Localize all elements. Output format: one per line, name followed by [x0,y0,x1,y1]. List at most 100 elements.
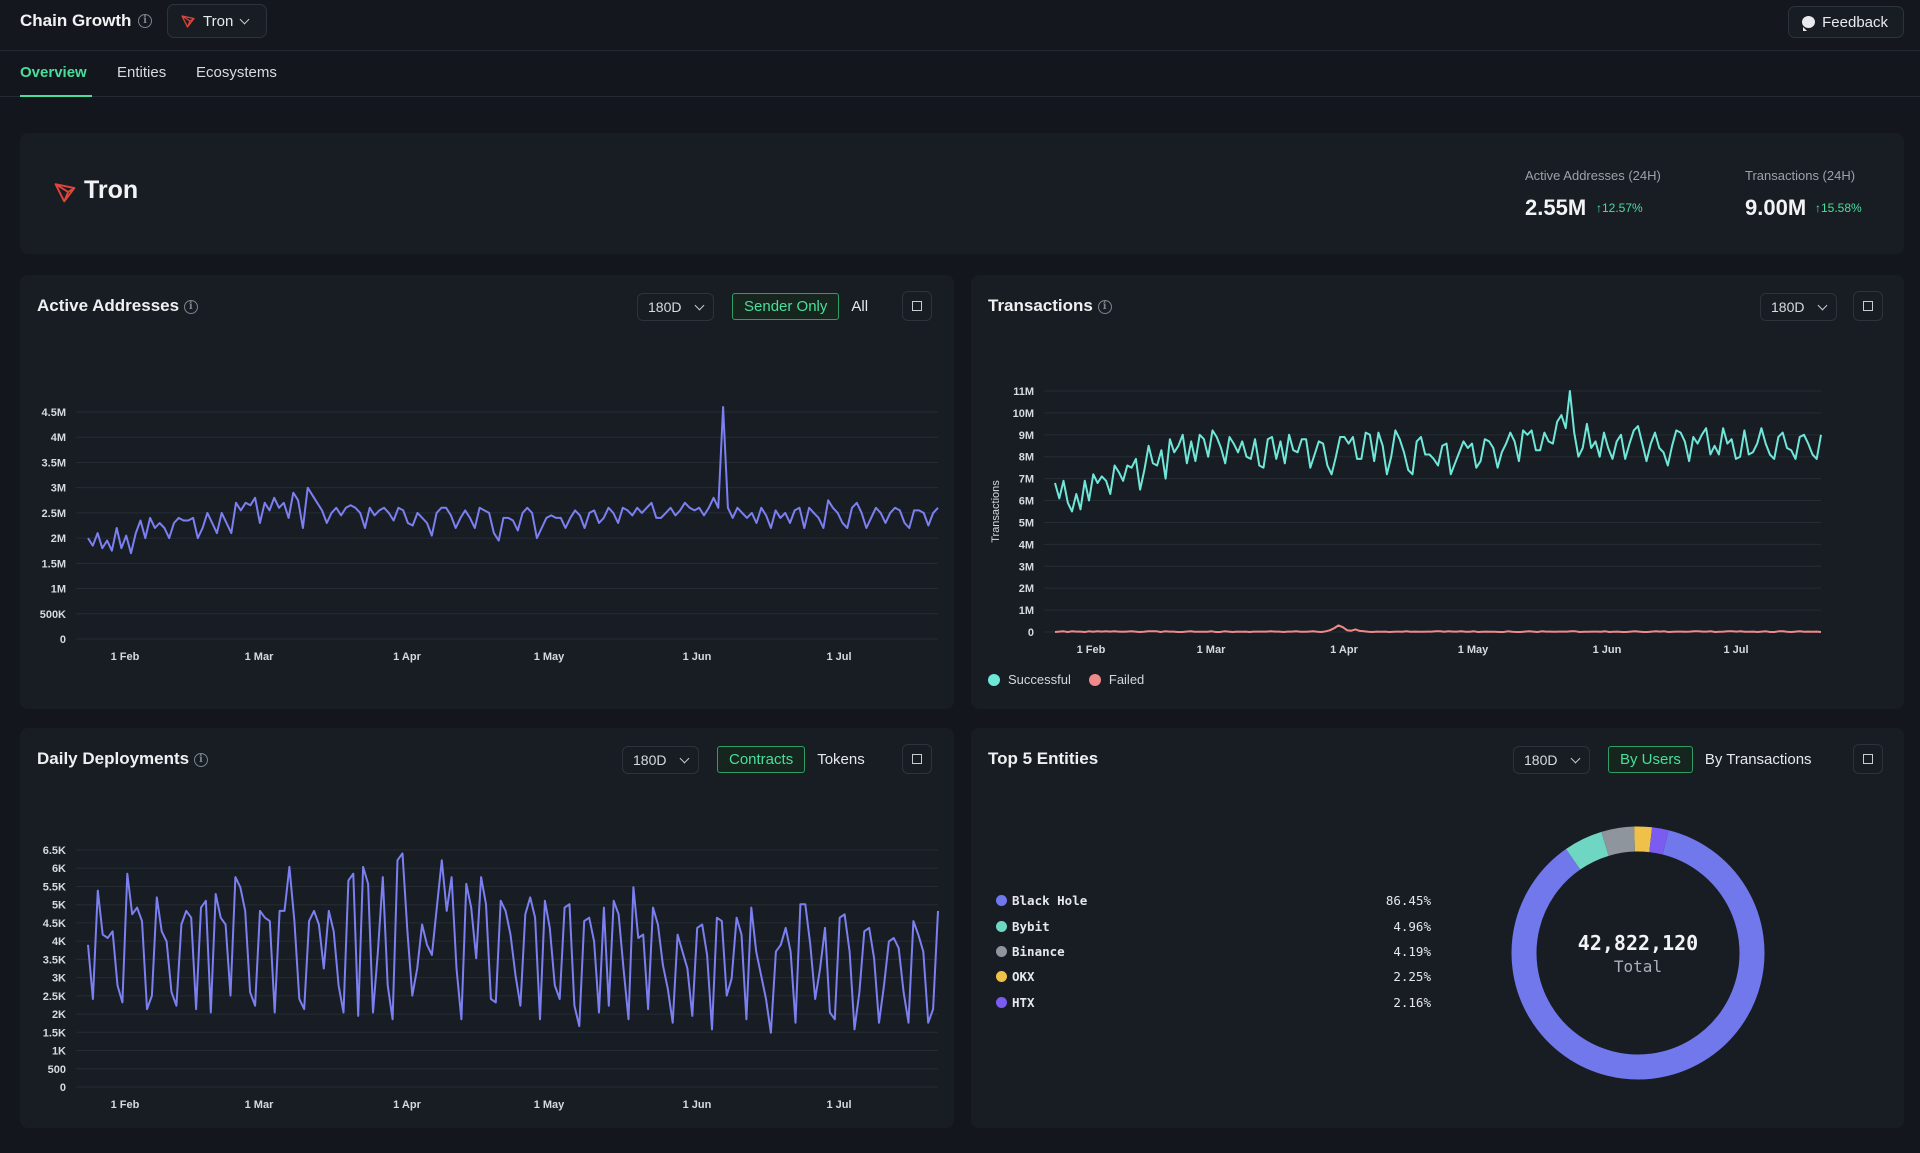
chain-selector[interactable]: Tron [167,4,267,38]
range-select[interactable]: 180D [1513,746,1590,774]
range-select-label: 180D [633,752,667,768]
x-tick-label: 1 Jul [826,1099,851,1111]
y-tick-label: 11M [1013,386,1034,398]
tron-logo-icon [54,183,76,203]
range-select[interactable]: 180D [622,746,699,774]
y-tick-label: 1.5K [43,1027,66,1039]
y-tick-label: 0 [60,1082,66,1094]
y-tick-label: 5M [1019,517,1034,529]
x-tick-label: 1 May [1458,644,1489,656]
top-bar: Chain Growth i Tron Feedback [0,0,1920,51]
page-title: Chain Growth [20,11,132,30]
entity-metric-toggle: By Users By Transactions [1608,746,1824,773]
entity-list: Black Hole 86.45% Bybit 4.96% Binance 4.19%… [996,888,1431,1015]
tab-overview[interactable]: Overview [20,64,87,81]
deployment-type-toggle: Contracts Tokens [717,746,877,773]
y-tick-label: 1.5M [42,558,66,570]
tron-icon [181,15,195,28]
x-tick-label: 1 Apr [1330,644,1358,656]
info-icon[interactable]: i [193,752,208,767]
chevron-down-icon [1570,753,1581,763]
list-item[interactable]: OKX 2.25% [996,964,1431,989]
x-tick-label: 1 Mar [245,651,274,663]
expand-icon[interactable] [902,291,932,321]
entities-donut-chart [1511,826,1765,1080]
y-axis-label: Transactions [990,480,1002,543]
info-icon[interactable]: i [1097,299,1112,314]
chart-legend: Successful Failed [988,672,1144,687]
y-tick-label: 4M [51,432,66,444]
range-select[interactable]: 180D [1760,293,1837,321]
card-title-text: Daily Deployments [37,749,190,768]
legend-dot [996,895,1007,907]
y-tick-label: 1M [51,584,66,596]
chevron-down-icon [239,14,250,24]
y-tick-label: 6.5K [43,845,66,857]
legend-label: Failed [1108,672,1145,687]
list-item[interactable]: Bybit 4.96% [996,913,1431,938]
legend-item-successful[interactable]: Successful [988,672,1071,687]
info-icon[interactable]: i [138,14,152,28]
toggle-contracts[interactable]: Contracts [717,746,806,773]
x-tick-label: 1 Mar [245,1099,274,1111]
toggle-by-transactions[interactable]: By Transactions [1704,751,1812,768]
chain-name: Tron [84,176,139,204]
y-tick-label: 2M [1019,583,1034,595]
active-addresses-card: Active Addresses i 180D Sender Only All … [20,275,954,709]
y-tick-label: 9M [1019,430,1034,442]
card-title-text: Transactions [988,296,1093,315]
kpi-change-value: 12.57% [1602,201,1643,215]
entity-share: 2.25% [1393,969,1431,985]
top-entities-card: Top 5 Entities 180D By Users By Transact… [971,728,1904,1128]
x-tick-label: 1 Apr [393,1099,421,1111]
entity-share: 2.16% [1393,994,1431,1010]
info-icon[interactable]: i [183,299,198,314]
transactions-card: Transactions i 180D 0 1M 2M 3M 4M 5M 6M 7M 8M 9M 1… [971,275,1904,709]
entity-name: HTX [1012,994,1035,1010]
legend-dot [988,673,1000,686]
series-line [87,852,939,1034]
toggle-all[interactable]: All [851,298,869,315]
toggle-by-users[interactable]: By Users [1608,746,1693,773]
y-tick-label: 5.5K [43,881,66,893]
card-title: Top 5 Entities [988,749,1099,768]
donut-slice [1511,826,1765,1080]
series-line [1054,624,1822,633]
tab-entities[interactable]: Entities [117,64,167,81]
y-tick-label: 3M [51,483,66,495]
chat-icon [1802,16,1816,31]
feedback-button[interactable]: Feedback [1788,6,1904,38]
y-tick-label: 2.5K [43,991,66,1003]
legend-item-failed[interactable]: Failed [1088,672,1145,687]
kpi-change-value: 15.58% [1821,201,1862,215]
tab-bar: Overview Entities Ecosystems [0,52,1920,97]
x-tick-label: 1 Jun [1593,644,1622,656]
toggle-tokens[interactable]: Tokens [817,751,865,768]
x-tick-label: 1 May [534,1099,565,1111]
tab-ecosystems[interactable]: Ecosystems [196,64,277,81]
donut-total-label: Total [1613,957,1663,976]
y-tick-label: 1K [52,1046,66,1058]
entity-share: 86.45% [1385,893,1431,909]
range-select[interactable]: 180D [637,293,714,321]
list-item[interactable]: Binance 4.19% [996,939,1431,964]
expand-icon[interactable] [1853,744,1883,774]
entity-share: 4.19% [1393,943,1431,959]
kpi-change: ↑15.58% [1815,201,1862,215]
list-item[interactable]: Black Hole 86.45% [996,888,1431,913]
expand-icon[interactable] [1853,291,1883,321]
legend-dot [1088,673,1101,686]
y-tick-label: 500 [48,1064,66,1076]
card-title: Transactions i [988,296,1112,316]
entity-name: Black Hole [1012,893,1088,909]
y-tick-label: 0 [1028,627,1034,639]
list-item[interactable]: HTX 2.16% [996,990,1431,1015]
y-tick-label: 500K [40,609,66,621]
y-tick-label: 7M [1019,474,1034,486]
legend-label: Successful [1008,672,1071,687]
expand-icon[interactable] [902,744,932,774]
toggle-sender-only[interactable]: Sender Only [732,293,840,320]
range-select-label: 180D [1771,299,1805,315]
arrow-up-icon: ↑ [1596,201,1602,215]
y-tick-label: 3M [1019,561,1034,573]
